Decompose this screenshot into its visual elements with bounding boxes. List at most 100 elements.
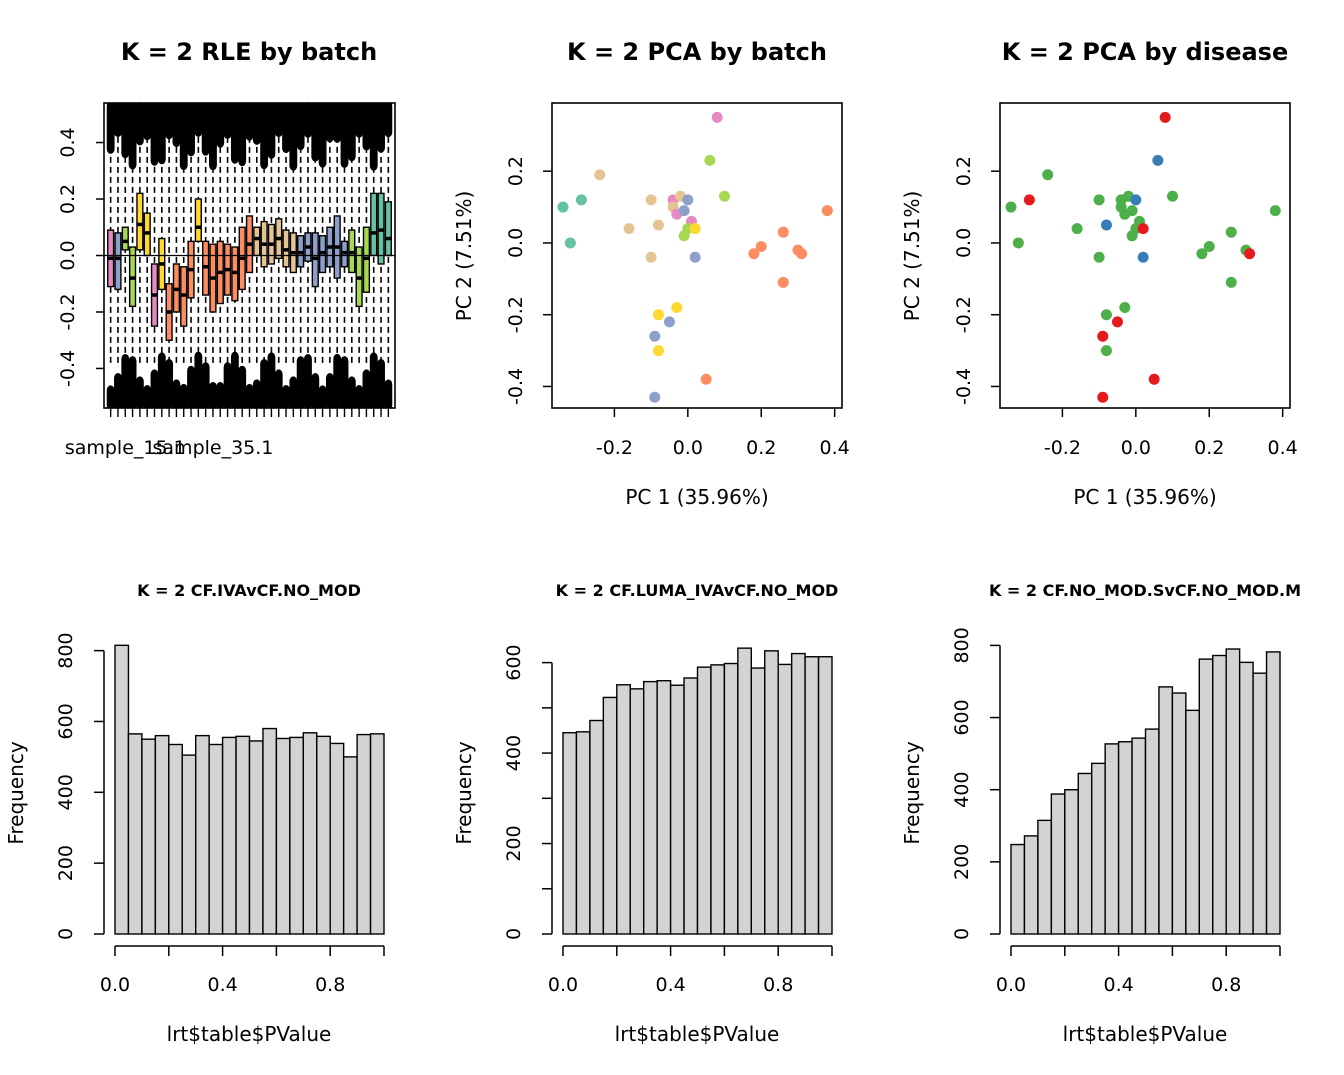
histogram-bar — [369, 733, 385, 935]
y-tick-label: 200 — [951, 844, 973, 880]
y-axis-label: PC 2 (7.51%) — [452, 191, 476, 322]
y-tick-label: 800 — [55, 632, 77, 668]
histogram-bar — [154, 734, 170, 935]
scatter-point — [557, 201, 569, 213]
outlier-cloud-top — [377, 103, 385, 153]
outlier-cloud-bottom — [187, 365, 195, 408]
boxplot-marks — [104, 103, 395, 408]
histogram-bar — [1023, 835, 1039, 935]
scatter-point — [1042, 169, 1054, 181]
box — [121, 226, 129, 251]
y-tick-label: 0.2 — [505, 156, 527, 186]
histogram-bar — [342, 756, 358, 935]
scatter-point — [645, 194, 657, 206]
scatter-point — [678, 205, 690, 217]
histogram-bar — [1037, 819, 1053, 935]
histogram-bar — [1104, 743, 1120, 935]
histogram-bar — [764, 650, 779, 935]
scatter-point — [821, 205, 833, 217]
outlier-cloud-top — [296, 103, 305, 151]
histogram-luma-panel: K = 2 CF.LUMA_IVAvCF.NO_MOD lrt$table$PV… — [452, 581, 838, 1046]
outlier-cloud-top — [318, 103, 327, 168]
x-tick-label: 0.4 — [655, 974, 685, 996]
y-tick-label: 400 — [55, 774, 77, 810]
histogram-bar — [737, 647, 752, 935]
outlier-cloud-top — [157, 103, 166, 165]
y-tick-label: 200 — [503, 825, 525, 861]
histogram-bar — [329, 742, 345, 935]
scatter-point — [1071, 223, 1083, 235]
histogram-axes: 0.0 0.4 0.8 0 200 400 600 — [503, 644, 833, 996]
outlier-cloud-bottom — [216, 381, 225, 408]
x-axis-label: PC 1 (35.96%) — [625, 485, 768, 509]
y-tick-label: 0.2 — [953, 156, 975, 186]
outlier-cloud-top — [201, 103, 210, 156]
histogram-bar — [1131, 737, 1147, 935]
histogram-bar — [575, 731, 591, 935]
y-axis-label: Frequency — [900, 741, 924, 844]
box — [253, 226, 261, 257]
scatter-point — [671, 302, 683, 314]
outlier-cloud-top — [172, 103, 181, 148]
outlier-cloud-bottom — [245, 383, 254, 408]
histogram-bar — [1064, 789, 1079, 935]
outlier-cloud-top — [340, 103, 349, 169]
scatter-point — [1167, 190, 1179, 202]
histogram-bar — [602, 696, 618, 935]
scatter-point — [1196, 248, 1208, 260]
scatter-point — [678, 230, 690, 242]
outlier-cloud-bottom — [238, 365, 247, 408]
outlier-cloud-top — [230, 103, 239, 164]
chart-title: K = 2 CF.LUMA_IVAvCF.NO_MOD — [556, 581, 839, 600]
scatter-point — [1097, 330, 1109, 342]
outlier-cloud-bottom — [377, 358, 385, 408]
box — [370, 192, 378, 257]
histogram-axes: 0.0 0.4 0.8 0 200 400 600 800 — [951, 627, 1281, 996]
outlier-cloud-bottom — [333, 353, 342, 408]
x-tick-label: 0.4 — [207, 974, 237, 996]
outlier-cloud-bottom — [311, 373, 320, 408]
histogram-bar — [669, 684, 685, 935]
plot-frame — [999, 102, 1291, 409]
histogram-bar — [356, 733, 372, 935]
x-tick-label: 0.2 — [1194, 437, 1224, 459]
outlier-cloud-top — [223, 103, 232, 139]
scatter-point — [1159, 111, 1171, 123]
scatter-point — [649, 330, 661, 342]
outlier-cloud-top — [143, 103, 152, 141]
x-tick-label: 0.0 — [673, 437, 703, 459]
scatter-axes: -0.2 0.0 0.2 0.4 -0.4 -0.2 0.0 0.2 — [505, 102, 850, 459]
x-tick-label: 0.0 — [1121, 437, 1151, 459]
y-tick-label: 800 — [951, 627, 973, 663]
scatter-point — [1137, 251, 1149, 263]
chart-title: K = 2 PCA by batch — [567, 38, 827, 66]
outlier-cloud-bottom — [289, 376, 298, 408]
histogram-bar — [1010, 843, 1026, 935]
scatter-point — [748, 248, 760, 260]
scatter-point — [1093, 194, 1105, 206]
y-tick-label: -0.4 — [505, 368, 527, 405]
outlier-cloud-bottom — [230, 351, 239, 408]
histogram-bar — [1198, 658, 1214, 935]
y-tick-label: 600 — [55, 703, 77, 739]
histogram-bar — [777, 663, 793, 935]
histogram-bar — [1238, 661, 1254, 935]
histogram-bar — [1265, 651, 1281, 935]
outlier-cloud-bottom — [150, 369, 159, 408]
scatter-point — [1244, 248, 1256, 260]
scatter-point — [649, 391, 661, 403]
scatter-point — [689, 223, 701, 235]
histogram-ivavcf-panel: K = 2 CF.IVAvCF.NO_MOD lrt$table$PValue … — [4, 581, 385, 1046]
y-tick-label: -0.2 — [57, 293, 79, 330]
outlier-cloud-bottom — [128, 356, 137, 408]
histogram-bar — [1077, 772, 1093, 935]
outlier-cloud-top — [274, 103, 283, 138]
outlier-cloud-bottom — [384, 379, 393, 408]
histogram-bar — [790, 652, 806, 935]
scatter-point — [689, 251, 701, 263]
outlier-cloud-top — [260, 103, 269, 170]
histogram-bar — [804, 656, 820, 935]
scatter-point — [652, 309, 664, 321]
y-axis-label: Frequency — [452, 741, 476, 844]
